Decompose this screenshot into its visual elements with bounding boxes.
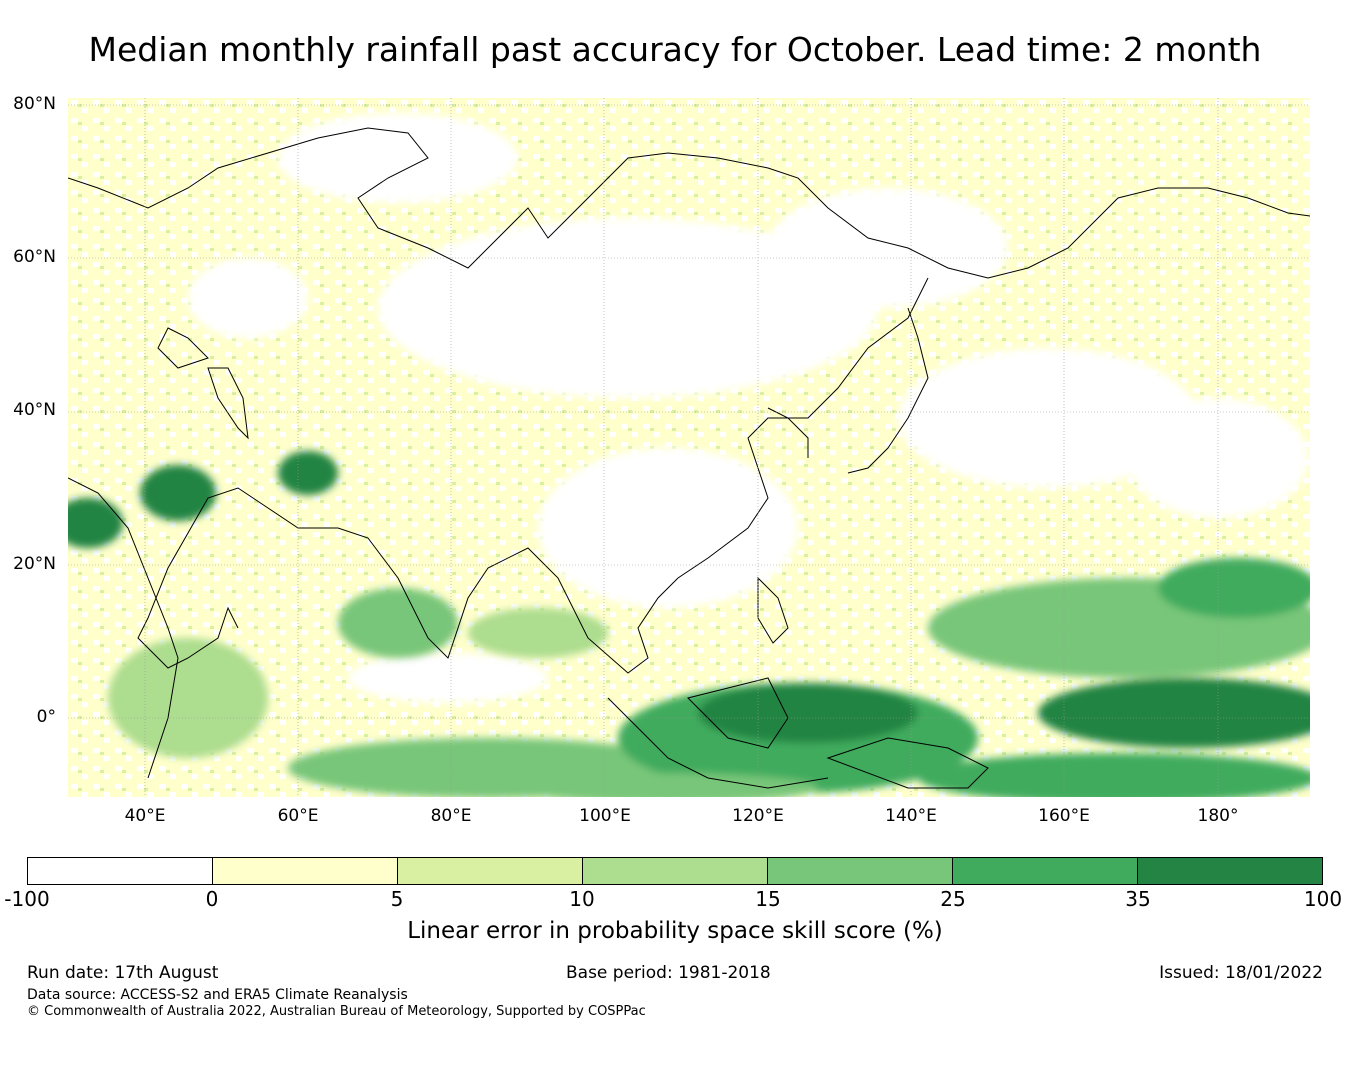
graticule: [68, 98, 1310, 797]
arabia-west-patch: [68, 498, 123, 548]
indonesia-core-patch: [698, 683, 918, 743]
lat-label-60n: 60°N: [13, 247, 56, 267]
positive-skill-patches: [108, 558, 1310, 797]
copyright: © Commonwealth of Australia 2022, Austra…: [27, 1004, 646, 1019]
colorbar-segment: [953, 858, 1138, 884]
lon-label-40e: 40°E: [124, 806, 166, 826]
colorbar-tick: 0: [205, 887, 219, 911]
colorbar: [27, 857, 1323, 885]
negative-skill-patches: [188, 113, 1308, 703]
issued-date: Issued: 18/01/2022: [1159, 963, 1323, 983]
lon-label-120e: 120°E: [732, 806, 784, 826]
lon-label-80e: 80°E: [430, 806, 472, 826]
colorbar-tick: 35: [1125, 887, 1151, 911]
lat-label-40n: 40°N: [13, 400, 56, 420]
map-title: Median monthly rainfall past accuracy fo…: [88, 30, 1262, 69]
high-skill-patches: [68, 451, 338, 548]
skill-map-canvas: [68, 98, 1310, 797]
colorbar-tick: 15: [755, 887, 781, 911]
lon-label-140e: 140°E: [885, 806, 937, 826]
lon-label-180: 180°: [1197, 806, 1239, 826]
colorbar-segment: [213, 858, 398, 884]
iraq-patch: [140, 465, 216, 521]
south-pacific-patch: [918, 753, 1310, 797]
lon-label-160e: 160°E: [1038, 806, 1090, 826]
colorbar-segment: [768, 858, 953, 884]
colorbar-tick: 10: [569, 887, 595, 911]
lat-label-20n: 20°N: [13, 554, 56, 574]
lat-label-80n: 80°N: [13, 94, 56, 114]
colorbar-label: Linear error in probability space skill …: [407, 918, 943, 944]
coastlines: [68, 127, 1310, 789]
lat-label-0: 0°: [36, 707, 56, 727]
north-pacific-patch: [1158, 558, 1310, 618]
lon-label-60e: 60°E: [277, 806, 319, 826]
afghanistan-patch: [278, 451, 338, 495]
tropical-pacific-patch: [1038, 678, 1310, 748]
colorbar-segment: [28, 858, 213, 884]
india-monsoon-patch: [338, 588, 458, 658]
east-africa-patch: [108, 638, 268, 758]
colorbar-segment: [1138, 858, 1322, 884]
colorbar-tick: 5: [390, 887, 404, 911]
skill-map: [68, 98, 1310, 797]
run-date: Run date: 17th August: [27, 963, 219, 983]
lon-label-100e: 100°E: [579, 806, 631, 826]
data-source: Data source: ACCESS-S2 and ERA5 Climate …: [27, 987, 408, 1003]
bay-of-bengal-patch: [468, 608, 608, 658]
colorbar-tick: 25: [940, 887, 966, 911]
colorbar-tick: 100: [1303, 887, 1343, 911]
base-period: Base period: 1981-2018: [566, 963, 771, 983]
colorbar-tick: -100: [4, 887, 50, 911]
colorbar-segment: [398, 858, 583, 884]
colorbar-segment: [583, 858, 768, 884]
